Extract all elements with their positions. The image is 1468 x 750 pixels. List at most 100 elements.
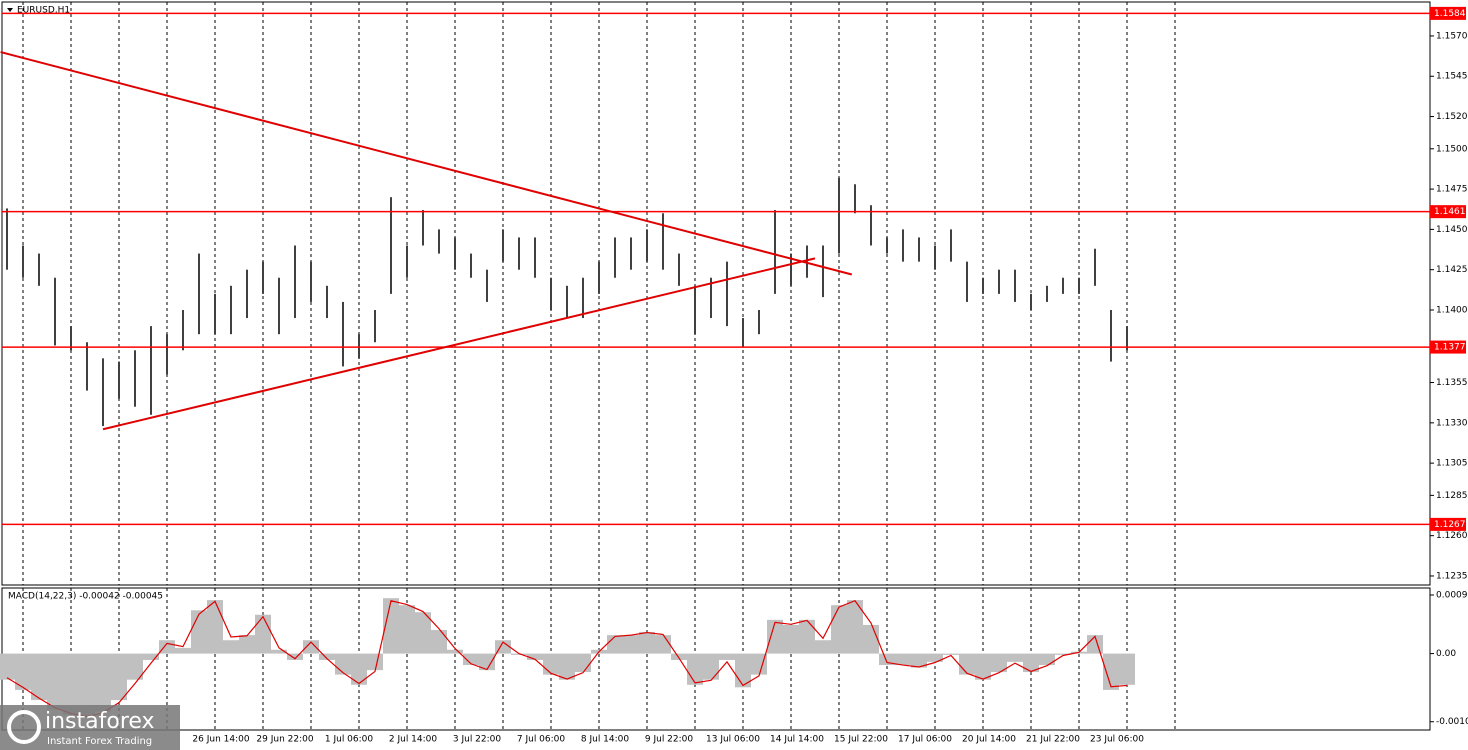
logo-name: instaforex — [45, 709, 155, 734]
y-tick-label: 0.00092 — [1436, 591, 1468, 601]
trend-line — [0, 51, 853, 276]
menu-triangle — [7, 8, 13, 12]
x-tick-label: 26 Jun 14:00 — [192, 735, 249, 745]
y-tick-label: 1.1500 — [1436, 144, 1468, 154]
price-panel — [1, 1, 1431, 586]
macd-bar — [655, 635, 671, 654]
y-tick-label: 1.1235 — [1436, 571, 1468, 581]
x-tick-label: 8 Jul 14:00 — [581, 735, 630, 745]
macd-bar — [751, 653, 767, 675]
macd-bar — [1039, 653, 1055, 666]
x-tick-label: 17 Jul 06:00 — [898, 735, 952, 745]
macd-bar — [799, 619, 815, 654]
macd-bar — [255, 614, 271, 654]
level-label: 1.1267 — [1434, 520, 1466, 530]
macd-bar — [335, 653, 351, 675]
macd-bar — [847, 600, 863, 654]
macd-bar — [63, 653, 79, 715]
y-tick-label: 1.1545 — [1436, 72, 1468, 82]
level-label-box — [1430, 6, 1466, 20]
macd-bar — [815, 640, 831, 654]
x-tick-label: 9 Jul 22:00 — [645, 735, 694, 745]
macd-bar — [863, 624, 879, 654]
macd-bar — [319, 653, 335, 660]
level-label: 1.1584 — [1434, 9, 1466, 19]
macd-bar — [271, 649, 287, 654]
macd-bar — [447, 649, 463, 654]
macd-bar — [1119, 653, 1135, 685]
x-tick-label: 7 Jul 06:00 — [517, 735, 566, 745]
y-tick-label: 1.1305 — [1436, 459, 1468, 469]
x-tick-label: 15 Jul 22:00 — [834, 735, 888, 745]
macd-bar — [399, 605, 415, 654]
level-label-box — [1430, 205, 1466, 219]
macd-bar — [671, 653, 687, 660]
macd-bar — [239, 635, 255, 654]
x-tick-label: 20 Jul 14:00 — [962, 735, 1016, 745]
level-label: 1.1377 — [1434, 343, 1466, 353]
macd-bar — [31, 653, 47, 701]
macd-bar — [687, 653, 703, 685]
x-tick-label: 29 Jun 22:00 — [256, 735, 313, 745]
y-tick-label: 0.00 — [1436, 649, 1456, 659]
logo-icon — [7, 710, 41, 744]
macd-bar — [15, 653, 31, 690]
signal-line — [6, 600, 1128, 718]
macd-title: MACD(14,22,3) -0.00042 -0.00045 — [8, 592, 163, 602]
macd-bar — [831, 605, 847, 654]
x-tick-label: 1 Jul 06:00 — [325, 735, 374, 745]
macd-bar — [175, 647, 191, 654]
macd-bar — [607, 635, 623, 654]
macd-bar — [703, 653, 719, 680]
y-tick-label: 1.1355 — [1436, 378, 1468, 388]
chart-title: EURUSD,H1 — [17, 6, 70, 16]
macd-bar — [767, 619, 783, 654]
level-label-box — [1430, 340, 1466, 354]
macd-bar — [415, 612, 431, 654]
x-tick-label: 3 Jul 22:00 — [453, 735, 502, 745]
y-tick-label: 1.1475 — [1436, 185, 1468, 195]
macd-bar — [1103, 653, 1119, 690]
macd-bar — [351, 653, 367, 685]
y-tick-label: 1.1330 — [1436, 418, 1468, 428]
macd-bar — [783, 624, 799, 654]
y-tick-label: 1.1450 — [1436, 225, 1468, 235]
macd-bar — [479, 653, 495, 671]
macd-bar — [975, 653, 991, 680]
y-tick-label: -0.00107 — [1436, 717, 1468, 727]
macd-bar — [1007, 653, 1023, 662]
macd-bar — [143, 653, 159, 660]
macd-bar — [223, 640, 239, 654]
macd-bar — [927, 653, 943, 662]
macd-bar — [879, 653, 895, 666]
macd-bar — [111, 653, 127, 701]
y-tick-label: 1.1400 — [1436, 305, 1468, 315]
y-tick-label: 1.1260 — [1436, 531, 1468, 541]
macd-bar — [943, 653, 959, 655]
x-tick-label: 14 Jul 14:00 — [770, 735, 824, 745]
x-tick-label: 2 Jul 14:00 — [389, 735, 438, 745]
level-label-box — [1430, 517, 1466, 531]
macd-bar — [911, 653, 927, 668]
macd-bar — [159, 640, 175, 654]
macd-bar — [367, 653, 383, 671]
macd-bar — [207, 600, 223, 654]
y-tick-label: 1.1520 — [1436, 112, 1468, 122]
macd-bar — [527, 653, 543, 660]
macd-bar — [431, 630, 447, 654]
macd-bar — [991, 653, 1007, 673]
macd-bar — [559, 653, 575, 680]
macd-bar — [495, 640, 511, 654]
macd-bar — [1023, 653, 1039, 673]
x-tick-label: 23 Jul 06:00 — [1090, 735, 1144, 745]
macd-bar — [79, 653, 95, 718]
macd-bar — [463, 653, 479, 666]
macd-bar — [303, 640, 319, 654]
macd-bar — [719, 653, 735, 660]
macd-bar — [287, 653, 303, 660]
macd-bar — [895, 653, 911, 666]
y-tick-label: 1.1425 — [1436, 265, 1468, 275]
macd-bar — [575, 653, 591, 673]
macd-bar — [639, 631, 655, 654]
trend-line — [102, 257, 816, 431]
